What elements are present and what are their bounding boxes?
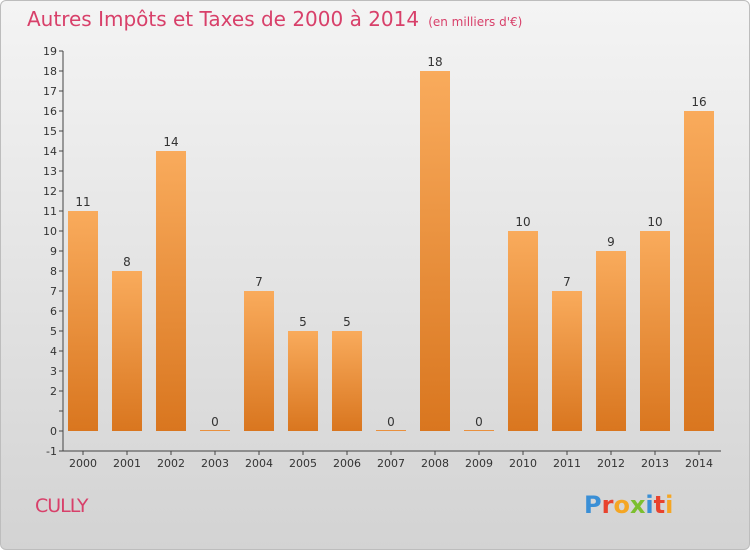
bar-value-label: 9 [607, 235, 615, 249]
bar [156, 151, 186, 431]
y-tick-label: 2 [50, 385, 57, 398]
x-tick-label: 2007 [377, 457, 405, 470]
bar-value-label: 5 [343, 315, 351, 329]
y-tick-label: 19 [43, 45, 57, 58]
y-tick-label: 13 [43, 165, 57, 178]
bar-value-label: 0 [211, 415, 219, 429]
x-tick-label: 2011 [553, 457, 581, 470]
chart-title: Autres Impôts et Taxes de 2000 à 2014 [27, 7, 420, 31]
bar-value-label: 8 [123, 255, 131, 269]
chart-axes: -1 0 2 3 4 5 6 7 8 9 10 11 12 13 14 15 16 17 18 19 [43, 45, 721, 458]
proxiti-logo: Proxiti [584, 491, 673, 519]
bar [244, 291, 274, 431]
y-tick-label: 0 [50, 425, 57, 438]
logo-letter: t [653, 491, 666, 519]
y-tick-label: 3 [50, 365, 57, 378]
x-tick-label: 2004 [245, 457, 273, 470]
bar [288, 331, 318, 431]
chart-labels: 11 2000 8 2001 14 2002 0 2003 7 2004 5 2005 5 2006 0 20… [69, 55, 713, 470]
x-tick-label: 2006 [333, 457, 361, 470]
y-tick-label: 8 [50, 265, 57, 278]
bar-value-label: 11 [75, 195, 90, 209]
logo-letter: i [645, 491, 654, 519]
bar [552, 291, 582, 431]
bar-value-label: 0 [475, 415, 483, 429]
y-tick-label: 4 [50, 345, 57, 358]
bar [684, 111, 714, 431]
bar-value-label: 7 [255, 275, 263, 289]
bar [112, 271, 142, 431]
y-tick-label: 14 [43, 145, 57, 158]
bar [68, 211, 98, 431]
bar [508, 231, 538, 431]
bar [376, 430, 406, 431]
bar-value-label: 18 [427, 55, 442, 69]
x-tick-label: 2013 [641, 457, 669, 470]
bar [464, 430, 494, 431]
bar-value-label: 5 [299, 315, 307, 329]
bar [640, 231, 670, 431]
y-tick-label: 7 [50, 285, 57, 298]
bar-value-label: 14 [163, 135, 178, 149]
y-tick-label: 18 [43, 65, 57, 78]
y-tick-label: 17 [43, 85, 57, 98]
y-tick-label: 12 [43, 185, 57, 198]
x-tick-label: 2001 [113, 457, 141, 470]
x-tick-label: 2014 [685, 457, 713, 470]
chart-bars [68, 71, 714, 431]
y-tick-label: 6 [50, 305, 57, 318]
logo-letter: r [601, 491, 614, 519]
logo-letter: P [584, 491, 602, 519]
logo-letter: x [629, 491, 646, 519]
bar [332, 331, 362, 431]
y-tick-label: 15 [43, 125, 57, 138]
x-tick-label: 2009 [465, 457, 493, 470]
logo-letter: i [665, 491, 674, 519]
x-tick-label: 2000 [69, 457, 97, 470]
chart-unit-note: (en milliers d'€) [428, 15, 523, 29]
logo-letter: o [613, 491, 630, 519]
x-tick-label: 2010 [509, 457, 537, 470]
bar [200, 430, 230, 431]
y-tick-label: 5 [50, 325, 57, 338]
bar [596, 251, 626, 431]
y-tick-label: -1 [46, 445, 57, 458]
y-tick-label: 11 [43, 205, 57, 218]
x-tick-label: 2012 [597, 457, 625, 470]
x-tick-label: 2002 [157, 457, 185, 470]
bar-value-label: 0 [387, 415, 395, 429]
bar [420, 71, 450, 431]
x-tick-label: 2008 [421, 457, 449, 470]
commune-name: CULLY [35, 495, 88, 517]
y-tick-label: 9 [50, 245, 57, 258]
bar-value-label: 16 [691, 95, 706, 109]
y-tick-label: 10 [43, 225, 57, 238]
bar-value-label: 10 [515, 215, 530, 229]
x-tick-label: 2005 [289, 457, 317, 470]
bar-value-label: 7 [563, 275, 571, 289]
x-tick-label: 2003 [201, 457, 229, 470]
chart-title-block: Autres Impôts et Taxes de 2000 à 2014 (e… [27, 7, 522, 31]
bar-value-label: 10 [647, 215, 662, 229]
y-tick-label: 16 [43, 105, 57, 118]
